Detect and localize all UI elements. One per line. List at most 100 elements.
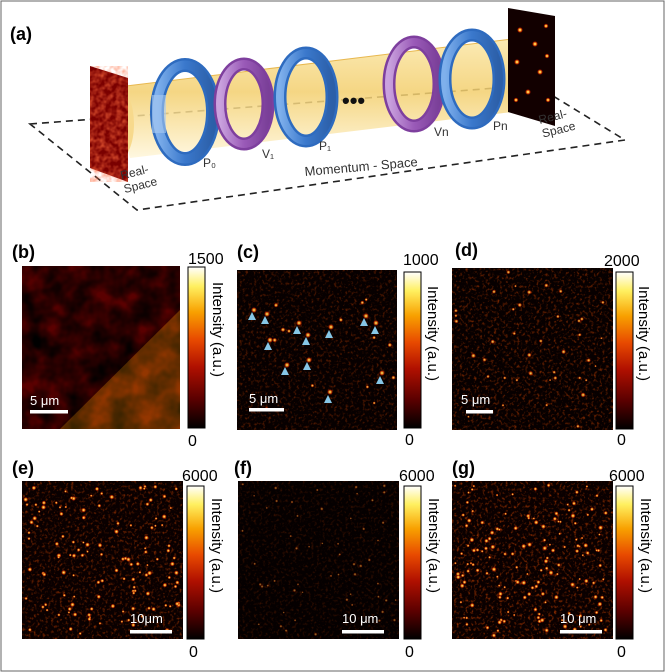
intensity-spot <box>120 620 124 624</box>
scalebar-g <box>560 630 602 634</box>
intensity-spot <box>579 317 584 321</box>
intensity-spot <box>265 506 268 510</box>
intensity-spot <box>353 572 357 577</box>
intensity-spot <box>462 616 466 619</box>
intensity-spot <box>585 550 590 556</box>
intensity-spot <box>35 524 39 528</box>
scalebar-g-label: 10 μm <box>560 611 596 626</box>
intensity-spot <box>350 603 354 607</box>
intensity-spot <box>98 621 102 625</box>
arrow-marker <box>302 337 310 345</box>
intensity-spot <box>367 558 371 562</box>
arrow-marker <box>261 316 269 324</box>
intensity-spot <box>510 551 515 556</box>
intensity-spot <box>67 606 72 612</box>
intensity-spot <box>99 552 104 557</box>
intensity-spot <box>596 548 601 553</box>
colorbar-g-title: Intensity (a.u.) <box>637 498 654 593</box>
intensity-spot <box>497 584 501 587</box>
intensity-spot <box>147 606 151 611</box>
intensity-spot <box>287 329 291 334</box>
intensity-spot <box>76 548 81 552</box>
intensity-spot <box>57 613 61 617</box>
intensity-spot <box>275 499 279 503</box>
intensity-spot <box>71 540 76 544</box>
colorbar-g-min: 0 <box>617 644 626 661</box>
intensity-spot <box>553 375 558 381</box>
intensity-spot <box>127 618 131 622</box>
panel-b: (b) 1500 0 Intensity (a.u.) 5 μm <box>12 242 226 450</box>
intensity-spot <box>453 484 457 488</box>
intensity-spot <box>526 572 529 576</box>
scalebar-c-label: 5 μm <box>249 391 278 406</box>
intensity-spot <box>506 610 510 614</box>
intensity-spot <box>166 548 171 553</box>
intensity-spot <box>391 375 396 380</box>
intensity-spot <box>168 604 172 608</box>
intensity-spot <box>589 507 595 512</box>
intensity-spot <box>598 525 604 531</box>
colorbar-c-min: 0 <box>405 432 414 449</box>
intensity-spot <box>145 502 150 507</box>
intensity-spot <box>143 484 147 489</box>
intensity-spot <box>64 505 68 509</box>
scalebar-e <box>130 630 172 634</box>
intensity-spot <box>558 289 563 294</box>
intensity-spot <box>513 525 518 531</box>
intensity-spot <box>355 492 359 495</box>
intensity-spot <box>594 364 597 368</box>
intensity-spot <box>279 624 283 628</box>
intensity-spot <box>483 546 489 551</box>
intensity-spot <box>25 503 29 507</box>
intensity-spot <box>284 629 288 633</box>
intensity-spot <box>94 486 100 492</box>
intensity-spot <box>289 534 293 538</box>
intensity-spot <box>72 612 78 617</box>
intensity-spot <box>72 595 76 598</box>
intensity-spot <box>527 542 533 548</box>
intensity-spot <box>273 302 279 308</box>
intensity-spot <box>539 617 545 623</box>
intensity-spot <box>146 563 149 567</box>
intensity-spot <box>59 511 64 517</box>
intensity-spot <box>143 546 147 550</box>
intensity-spot <box>78 631 82 636</box>
intensity-spot <box>542 538 547 542</box>
intensity-spot <box>310 383 315 388</box>
intensity-spot <box>264 311 270 317</box>
intensity-spot <box>471 509 475 513</box>
intensity-spot <box>114 568 119 573</box>
intensity-spot <box>320 507 324 511</box>
intensity-spot <box>548 543 552 546</box>
intensity-spot <box>372 401 376 405</box>
intensity-spot <box>62 593 66 597</box>
panel-g: (g) 6000 0 Intensity (a.u.) 10 μm <box>452 458 654 661</box>
intensity-spot <box>131 622 136 628</box>
panel-f-image <box>238 481 399 639</box>
intensity-spot <box>27 536 31 541</box>
intensity-spot <box>147 570 153 576</box>
intensity-spot <box>365 385 370 389</box>
intensity-spot <box>533 519 539 525</box>
intensity-spot <box>574 538 578 542</box>
intensity-spot <box>581 553 585 557</box>
intensity-spot <box>338 317 343 322</box>
intensity-spot <box>132 591 136 595</box>
intensity-spot <box>533 607 538 612</box>
intensity-spot <box>578 577 581 581</box>
intensity-spot <box>601 577 605 581</box>
intensity-spot <box>544 283 549 288</box>
intensity-spot <box>97 542 103 548</box>
panel-b-image <box>22 266 180 429</box>
intensity-spot <box>169 506 173 510</box>
panel-g-image <box>452 481 613 639</box>
intensity-spot <box>160 523 164 527</box>
intensity-spot <box>173 584 178 589</box>
intensity-spot <box>580 392 586 398</box>
intensity-spot <box>71 553 77 558</box>
intensity-spot <box>469 537 475 543</box>
intensity-spot <box>135 561 140 567</box>
intensity-spot <box>580 536 584 540</box>
intensity-spot <box>464 523 469 528</box>
colorbar-d-title: Intensity (a.u.) <box>635 286 652 381</box>
